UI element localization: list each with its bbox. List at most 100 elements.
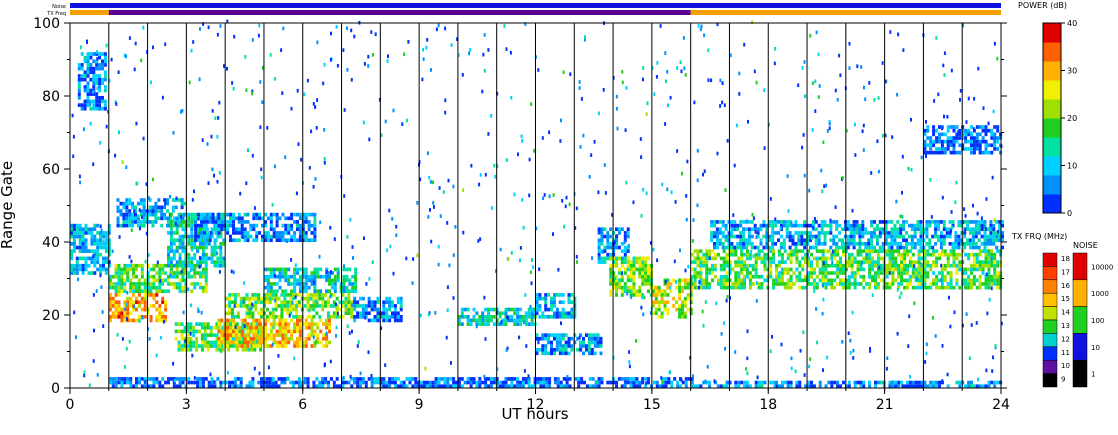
x-tick-label: 21 xyxy=(876,397,894,413)
x-tick-label: 18 xyxy=(759,397,777,413)
echo-region-1 xyxy=(77,52,107,111)
power-color-block xyxy=(1043,175,1061,195)
x-tick-label: 9 xyxy=(415,397,424,413)
y-axis-ticks: 0 20 40 60 80 100 xyxy=(33,16,1007,397)
x-tick-label: 6 xyxy=(298,397,307,413)
echo-region-22 xyxy=(923,125,1003,155)
y-axis-label: Range Gate xyxy=(0,161,16,249)
power-tick-label: 0 xyxy=(1067,209,1072,218)
txfreq-tick-label: 16 xyxy=(1061,282,1070,290)
power-color-block xyxy=(1043,23,1061,43)
status-bars: Noise TX Freq xyxy=(46,3,1001,17)
txfreq-segment-1 xyxy=(108,10,691,15)
power-color-block xyxy=(1043,118,1061,138)
noise-color-block xyxy=(1072,252,1088,281)
noise-color-block xyxy=(1072,333,1088,361)
txfreq-color-block xyxy=(1042,319,1058,334)
echo-region-19 xyxy=(710,220,1004,250)
txfreq-tick-label: 13 xyxy=(1061,322,1070,330)
txfreq-colorbar-title: TX FRQ (MHz) xyxy=(1011,232,1067,241)
echo-region-17 xyxy=(651,278,693,319)
noise-tick-label: 100 xyxy=(1091,317,1104,325)
y-tick-label: 0 xyxy=(51,381,60,397)
power-colorbar-title: POWER (dB) xyxy=(1018,1,1067,10)
txfreq-segment-2 xyxy=(690,10,1001,15)
txfreq-bar xyxy=(70,10,1001,15)
txfreq-color-block xyxy=(1042,373,1058,388)
txfreq-color-block xyxy=(1042,346,1058,361)
power-color-block xyxy=(1043,42,1061,62)
noise-color-block xyxy=(1072,359,1088,388)
txfreq-tick-label: 18 xyxy=(1061,255,1070,263)
txfreq-tick-label: 9 xyxy=(1061,376,1065,384)
txfreq-tick-label: 17 xyxy=(1061,268,1070,276)
noise-bar xyxy=(70,3,1001,8)
y-tick-label: 60 xyxy=(42,162,60,178)
y-tick-label: 40 xyxy=(42,235,60,251)
hour-lines xyxy=(108,23,963,388)
txfreq-segment-0 xyxy=(70,10,109,15)
noise-tick-label: 1000 xyxy=(1091,290,1109,298)
txfreq-color-block xyxy=(1042,279,1058,294)
noise-tick-label: 1 xyxy=(1091,371,1095,379)
x-tick-label: 3 xyxy=(182,397,191,413)
power-tick-label: 40 xyxy=(1067,19,1077,28)
x-tick-label: 0 xyxy=(66,397,75,413)
echo-region-14 xyxy=(535,333,603,356)
txfreq-bar-label: TX Freq xyxy=(46,11,66,17)
txfreq-tick-label: 14 xyxy=(1061,309,1070,317)
power-color-block xyxy=(1043,194,1061,214)
echo-region-20 xyxy=(690,380,1003,389)
echo-region-7 xyxy=(217,318,331,348)
echo-region-18 xyxy=(690,249,1003,290)
echo-region-2 xyxy=(108,293,168,323)
echo-region-21 xyxy=(108,377,694,389)
txfreq-tick-label: 15 xyxy=(1061,295,1070,303)
echo-region-10 xyxy=(194,212,317,243)
txfreq-colorbar: TX FRQ (MHz) 18 17 16 15 14 13 12 11 10 9 xyxy=(1011,232,1070,388)
y-tick-label: 20 xyxy=(42,308,60,324)
power-color-block xyxy=(1043,156,1061,176)
txfreq-color-block xyxy=(1042,359,1058,374)
y-tick-label: 80 xyxy=(42,89,60,105)
scattered-echoes xyxy=(71,19,1003,388)
echo-region-13 xyxy=(535,293,577,319)
echo-region-0 xyxy=(70,223,111,275)
power-color-block xyxy=(1043,99,1061,119)
noise-colorbar-title: NOISE xyxy=(1073,241,1098,250)
x-tick-label: 15 xyxy=(643,397,661,413)
echo-region-16 xyxy=(609,256,653,297)
noise-colorbar: NOISE 10000 1000 100 10 1 xyxy=(1072,241,1113,388)
txfreq-color-block xyxy=(1042,266,1058,281)
noise-color-block xyxy=(1072,279,1088,307)
x-axis-ticks: 0 3 6 9 12 15 18 21 24 xyxy=(66,388,1010,413)
x-axis-label: UT hours xyxy=(501,405,568,423)
x-tick-label: 12 xyxy=(527,397,545,413)
txfreq-color-block xyxy=(1042,252,1058,267)
echo-region-11 xyxy=(353,296,403,323)
power-tick-label: 10 xyxy=(1067,162,1077,171)
txfreq-color-block xyxy=(1042,333,1058,348)
noise-tick-label: 10000 xyxy=(1091,263,1113,271)
y-tick-label: 100 xyxy=(33,16,60,32)
power-color-block xyxy=(1043,80,1061,100)
txfreq-tick-label: 10 xyxy=(1061,362,1070,370)
noise-tick-label: 10 xyxy=(1091,344,1100,352)
power-colorbar: POWER (dB) 0 10 20 30 40 xyxy=(1018,1,1077,218)
x-tick-label: 24 xyxy=(992,397,1010,413)
noise-color-block xyxy=(1072,306,1088,334)
echo-cells xyxy=(70,19,1004,389)
txfreq-tick-label: 11 xyxy=(1061,349,1070,357)
txfreq-color-block xyxy=(1042,306,1058,321)
noise-bar-label: Noise xyxy=(52,4,66,10)
txfreq-color-block xyxy=(1042,292,1058,307)
power-color-block xyxy=(1043,137,1061,157)
plot-area: 0 3 6 9 12 15 18 21 24 0 20 40 60 80 100 xyxy=(33,16,1010,413)
power-tick-label: 20 xyxy=(1067,114,1077,123)
txfreq-tick-label: 12 xyxy=(1061,335,1070,343)
power-color-block xyxy=(1043,61,1061,81)
echo-region-9 xyxy=(264,267,358,294)
power-tick-label: 30 xyxy=(1067,67,1077,76)
echo-region-3 xyxy=(108,263,208,294)
